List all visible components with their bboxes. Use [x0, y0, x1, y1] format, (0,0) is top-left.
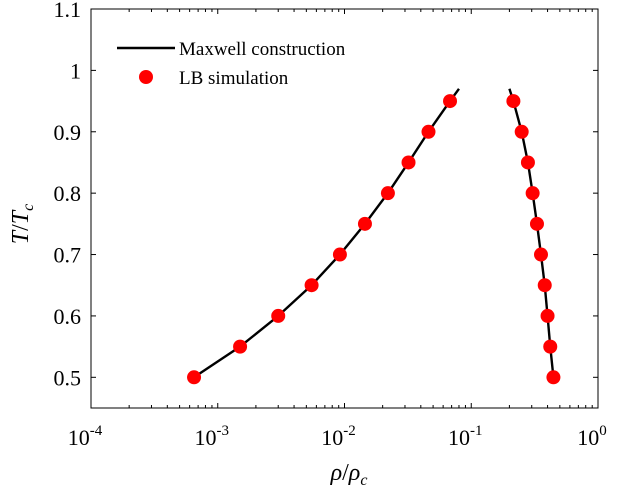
y-tick-label: 0.9	[54, 120, 82, 145]
y-tick-label: 1	[70, 58, 81, 83]
x-label-sub: c	[360, 472, 367, 489]
x-tick-label-exp: -4	[90, 423, 103, 439]
y-tick-label: 0.5	[54, 365, 82, 390]
x-tick-label-base: 10	[577, 425, 599, 450]
legend-label-maxwell: Maxwell construction	[179, 39, 346, 60]
x-tick-label-base: 10	[68, 425, 90, 450]
y-tick-label: 1.1	[54, 0, 82, 22]
axes-box	[90, 8, 599, 409]
lb-data-point	[443, 94, 458, 109]
y-label-t: T	[8, 229, 34, 244]
x-tick-label-exp: 0	[599, 423, 607, 439]
lb-data-point	[520, 155, 535, 170]
lb-data-point	[525, 186, 540, 201]
x-tick-label-base: 10	[321, 425, 343, 450]
x-tick-label: 100	[577, 423, 607, 450]
x-tick-label: 10-1	[448, 423, 483, 450]
x-label-rho-c: ρ	[348, 460, 361, 486]
lb-data-point	[233, 339, 248, 354]
lb-data-point	[529, 216, 544, 231]
lb-data-point	[380, 186, 395, 201]
x-tick-label-exp: -1	[470, 423, 483, 439]
x-label-slash: /	[342, 460, 349, 486]
x-axis-label: ρ/ρc	[330, 460, 368, 489]
x-tick-label: 10-4	[68, 423, 103, 450]
lb-data-point	[357, 216, 372, 231]
x-tick-label-exp: -3	[217, 423, 230, 439]
lb-data-point	[304, 278, 319, 293]
y-label-slash: /	[8, 224, 34, 231]
lb-data-point	[540, 308, 555, 323]
y-label-t-c: T	[8, 209, 34, 224]
lb-data-point	[401, 155, 416, 170]
y-axis-label: T/Tc	[8, 204, 37, 245]
lb-data-point	[271, 308, 286, 323]
lb-data-point	[506, 94, 521, 109]
legend: Maxwell construction LB simulation	[117, 39, 346, 89]
plot-area	[90, 8, 599, 409]
ticks	[90, 8, 599, 408]
y-tick-label: 0.7	[54, 243, 82, 268]
y-tick-label: 0.8	[54, 181, 82, 206]
x-tick-label: 10-2	[321, 423, 356, 450]
legend-marker-swatch	[139, 70, 153, 84]
legend-label-lb: LB simulation	[179, 68, 289, 89]
y-tick-label: 0.6	[54, 304, 82, 329]
x-label-rho: ρ	[330, 460, 343, 486]
series-markers	[187, 94, 561, 385]
lb-data-point	[533, 247, 548, 262]
lb-data-point	[332, 247, 347, 262]
y-label-sub: c	[20, 204, 37, 211]
x-tick-label-exp: -2	[343, 423, 356, 439]
x-tick-label-base: 10	[448, 425, 470, 450]
lb-data-point	[546, 370, 561, 385]
lb-data-point	[514, 124, 529, 139]
lb-data-point	[421, 124, 436, 139]
lb-data-point	[187, 370, 202, 385]
x-tick-label: 10-3	[195, 423, 230, 450]
lb-data-point	[537, 278, 552, 293]
lb-data-point	[543, 339, 558, 354]
x-tick-label-base: 10	[195, 425, 217, 450]
